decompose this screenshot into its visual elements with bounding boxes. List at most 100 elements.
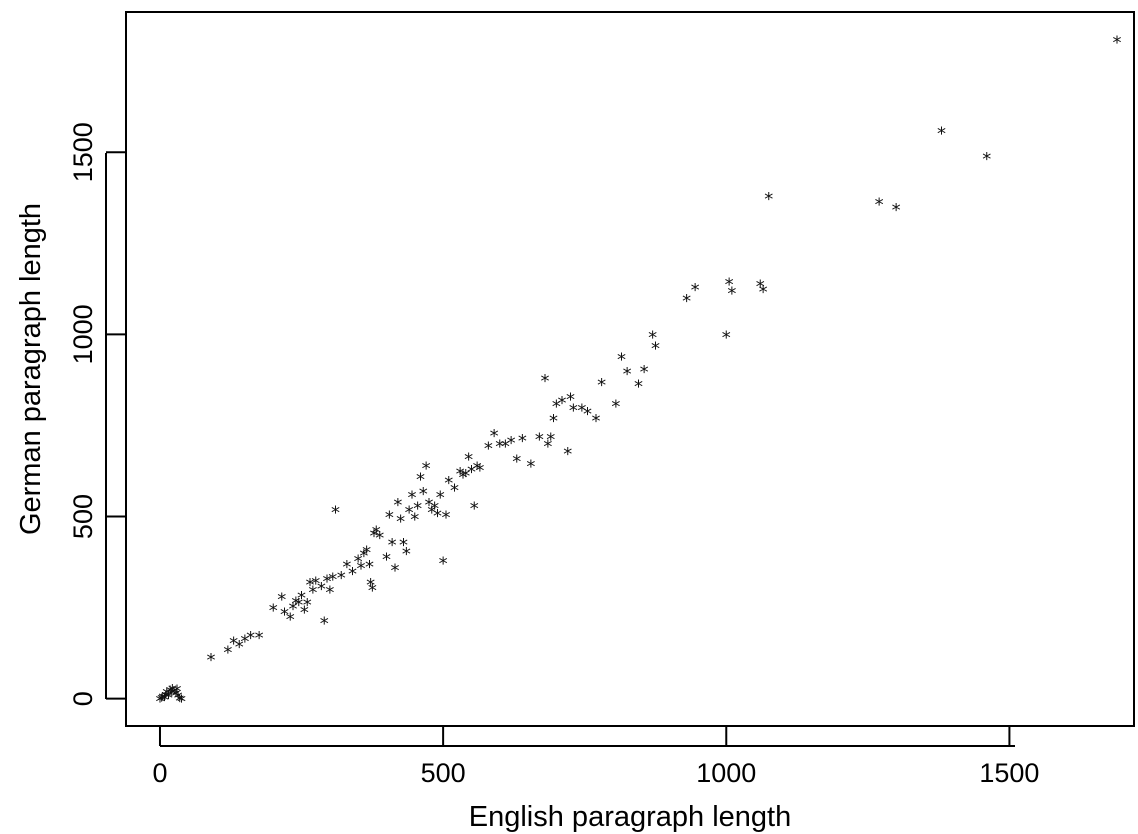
data-point: *	[725, 275, 734, 296]
data-point: *	[495, 437, 504, 458]
data-point: *	[422, 459, 431, 480]
data-points: ***************** ***** ******************…	[155, 32, 1121, 712]
data-point: *	[168, 681, 177, 702]
data-point: *	[348, 564, 357, 585]
data-point: *	[410, 510, 419, 531]
data-point: *	[552, 397, 561, 418]
data-point: *	[328, 570, 337, 591]
data-point: *	[255, 628, 264, 649]
data-point: *	[456, 464, 465, 485]
data-point: *	[325, 582, 334, 603]
data-point: *	[566, 389, 575, 410]
data-point: *	[277, 590, 286, 611]
data-point: *	[541, 371, 550, 392]
data-point: *	[756, 276, 765, 297]
data-point: *	[390, 561, 399, 582]
data-point: *	[682, 291, 691, 312]
data-point: *	[526, 457, 535, 478]
y-axis-title: German paragraph length	[15, 203, 47, 535]
data-point: *	[727, 284, 736, 305]
data-point: *	[382, 550, 391, 571]
data-point: *	[461, 466, 470, 487]
data-point: *	[535, 429, 544, 450]
data-point: *	[691, 280, 700, 301]
data-point: *	[583, 404, 592, 425]
data-point: *	[467, 462, 476, 483]
data-point: *	[240, 632, 249, 653]
data-point: *	[289, 599, 298, 620]
data-point: *	[549, 411, 558, 432]
plot-frame	[125, 11, 1135, 727]
data-point: *	[617, 349, 626, 370]
data-point: *	[507, 433, 516, 454]
data-point: *	[357, 559, 366, 580]
data-point: *	[501, 437, 510, 458]
y-axis: 0 500 1000 1500	[68, 122, 125, 706]
data-point: *	[569, 400, 578, 421]
data-point: *	[206, 650, 215, 671]
data-point: *	[563, 444, 572, 465]
data-point: *	[167, 685, 176, 706]
data-point: *	[294, 595, 303, 616]
data-point: *	[175, 691, 184, 712]
data-point: *	[546, 429, 555, 450]
x-tick-label: 500	[421, 758, 466, 788]
data-point: *	[161, 687, 170, 708]
data-point: *	[160, 690, 169, 711]
data-point: *	[1113, 32, 1122, 53]
data-point: *	[450, 480, 459, 501]
data-point: *	[177, 692, 186, 713]
data-point: *	[427, 502, 436, 523]
data-point: *	[444, 473, 453, 494]
data-point: *	[475, 460, 484, 481]
data-point: *	[433, 506, 442, 527]
y-tick-label: 1500	[68, 122, 98, 182]
data-point: *	[937, 123, 946, 144]
data-point: *	[436, 488, 445, 509]
x-tick-label: 0	[152, 758, 167, 788]
data-point: *	[362, 542, 371, 563]
data-point: *	[640, 362, 649, 383]
data-point: *	[892, 200, 901, 221]
data-point: *	[155, 692, 164, 713]
data-point: *	[370, 526, 379, 547]
data-point: *	[424, 495, 433, 516]
data-point: *	[439, 553, 448, 574]
data-point: *	[306, 575, 315, 596]
data-point: *	[512, 451, 521, 472]
data-point: *	[365, 557, 374, 578]
data-point: *	[648, 327, 657, 348]
data-point: *	[385, 508, 394, 529]
data-point: *	[543, 437, 552, 458]
data-point: *	[291, 593, 300, 614]
data-point: *	[158, 689, 167, 710]
data-point: *	[171, 686, 180, 707]
data-point: *	[416, 469, 425, 490]
data-point: *	[407, 488, 416, 509]
data-point: *	[311, 573, 320, 594]
data-point: *	[354, 551, 363, 572]
data-point: *	[337, 568, 346, 589]
data-point: *	[223, 643, 232, 664]
data-point: *	[246, 628, 255, 649]
data-point: *	[982, 149, 991, 170]
data-point: *	[722, 327, 731, 348]
data-point: *	[396, 511, 405, 532]
y-tick-label: 0	[68, 691, 98, 706]
x-axis-title: English paragraph length	[469, 801, 791, 833]
data-point: *	[172, 681, 181, 702]
data-point: *	[405, 502, 414, 523]
data-point: *	[368, 581, 377, 602]
data-point: *	[300, 602, 309, 623]
data-point: *	[413, 499, 422, 520]
data-point: *	[323, 571, 332, 592]
data-point: *	[269, 601, 278, 622]
data-point: *	[518, 431, 527, 452]
data-point: *	[366, 575, 375, 596]
data-point: *	[419, 484, 428, 505]
y-tick-label: 500	[68, 494, 98, 539]
data-point: *	[320, 613, 329, 634]
data-point: *	[558, 393, 567, 414]
data-point: *	[388, 535, 397, 556]
